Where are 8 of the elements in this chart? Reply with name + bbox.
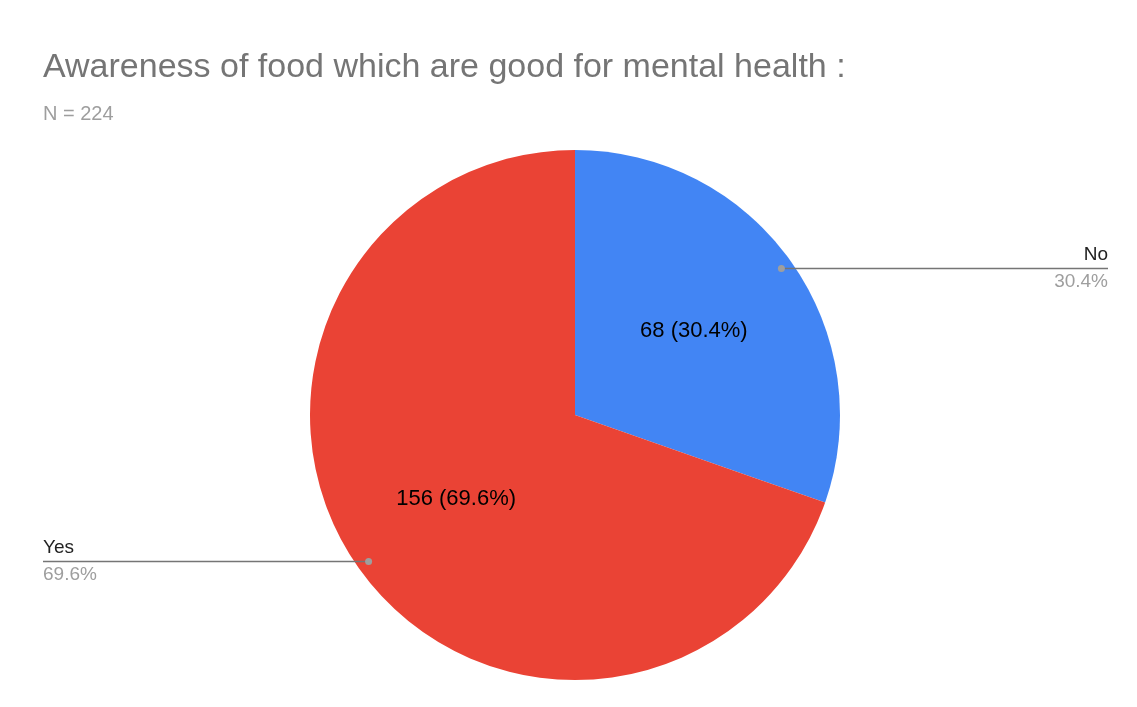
data-label: 156 (69.6%) <box>396 485 517 511</box>
chart-title: Awareness of food which are good for mental health : <box>43 46 846 84</box>
slice-label: Yes <box>43 536 74 558</box>
slice-label: No <box>1083 243 1108 265</box>
chart-subtitle: N = 224 <box>43 102 114 124</box>
text: 30.4% <box>1054 270 1108 292</box>
text: 69.6% <box>43 563 97 585</box>
data-label: 68 (30.4%) <box>640 316 748 342</box>
